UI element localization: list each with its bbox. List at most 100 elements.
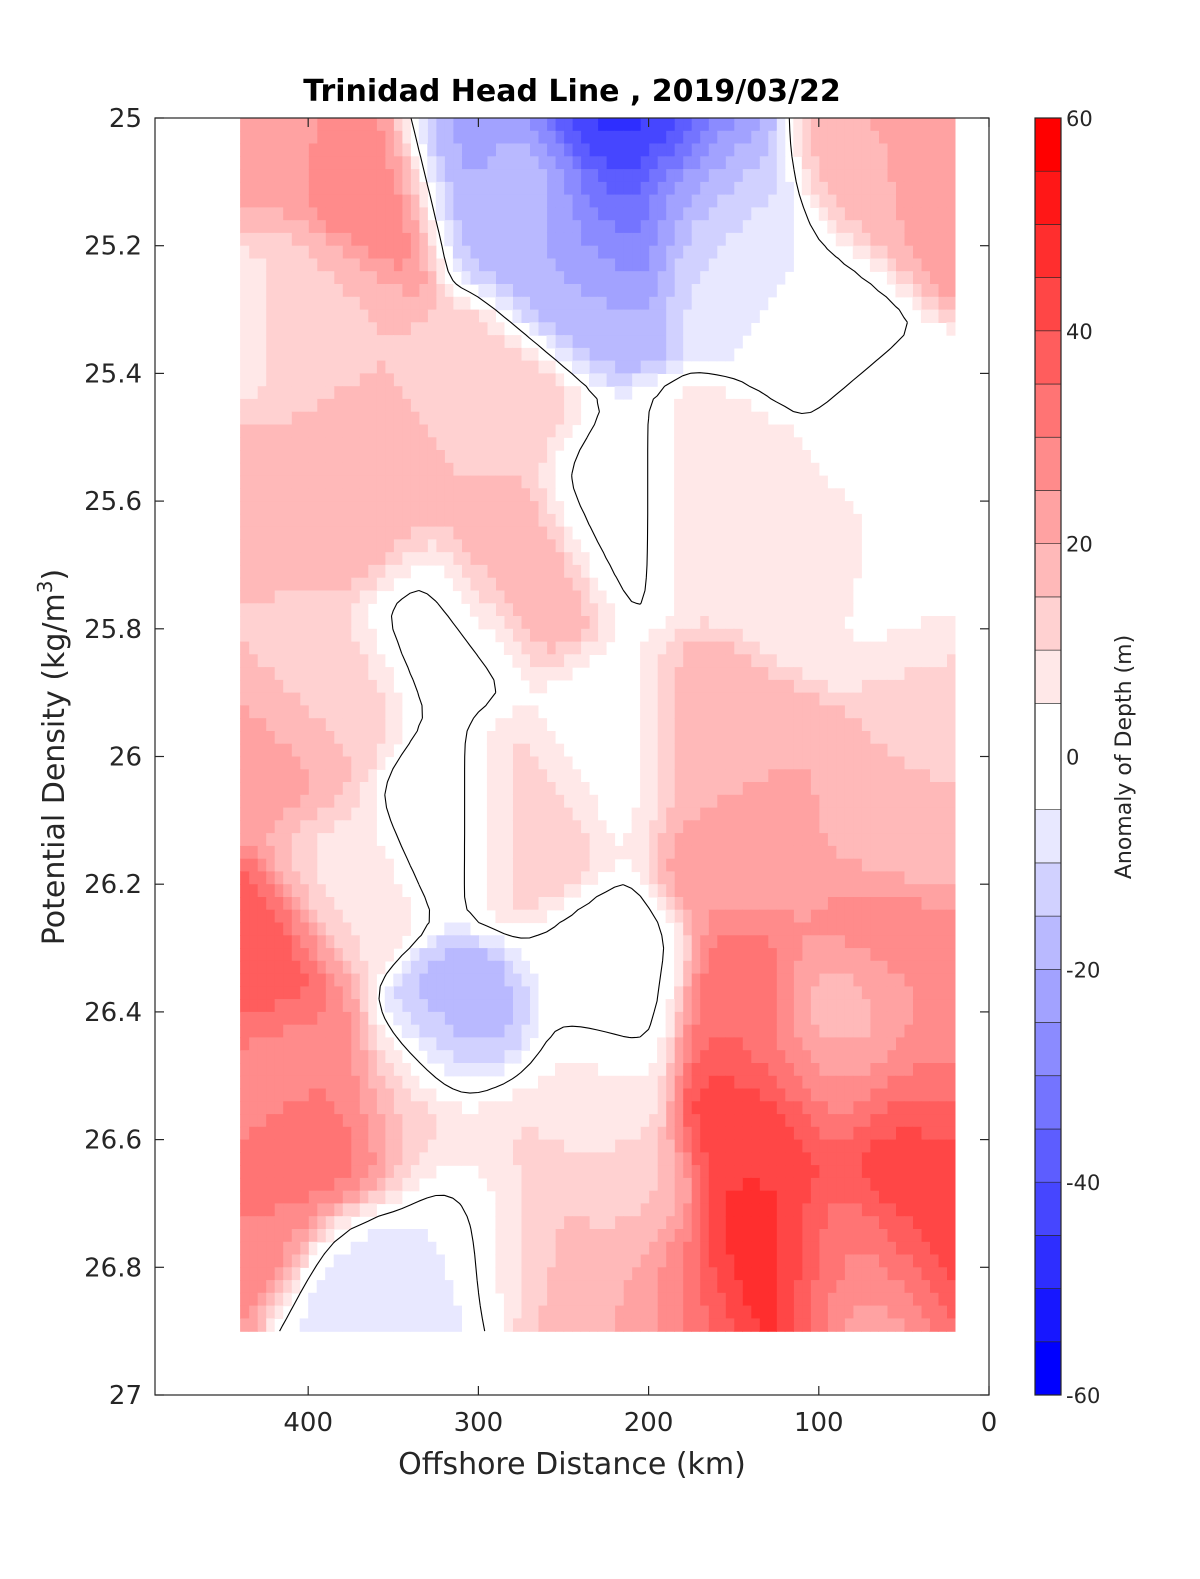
- contour-cell: [350, 1011, 360, 1026]
- contour-cell: [291, 667, 301, 681]
- contour-cell: [835, 884, 845, 898]
- contour-cell: [640, 833, 650, 847]
- contour-cell: [648, 820, 658, 834]
- contour-cell: [844, 220, 854, 234]
- contour-cell: [546, 450, 556, 464]
- contour-cell: [555, 386, 565, 400]
- contour-cell: [427, 156, 437, 170]
- contour-cell: [333, 373, 343, 387]
- contour-cell: [546, 616, 556, 630]
- contour-cell: [452, 960, 462, 975]
- contour-cell: [308, 437, 318, 451]
- contour-cell: [257, 450, 267, 464]
- contour-cell: [563, 820, 573, 834]
- contour-cell: [759, 692, 769, 706]
- contour-cell: [257, 194, 267, 208]
- contour-cell: [844, 590, 854, 604]
- contour-cell: [580, 207, 590, 221]
- contour-cell: [486, 437, 496, 451]
- contour-cell: [291, 513, 301, 528]
- contour-cell: [631, 1075, 641, 1090]
- contour-cell: [827, 679, 837, 694]
- contour-cell: [946, 705, 956, 719]
- contour-cell: [333, 1075, 343, 1090]
- contour-cell: [359, 731, 369, 745]
- contour-cell: [886, 820, 896, 834]
- contour-cell: [274, 884, 284, 898]
- contour-cell: [852, 769, 862, 783]
- contour-cell: [495, 284, 505, 298]
- contour-cell: [435, 398, 445, 413]
- contour-cell: [827, 628, 837, 643]
- contour-cell: [546, 271, 556, 285]
- contour-cell: [810, 552, 820, 566]
- contour-cell: [920, 986, 930, 1000]
- contour-cell: [682, 194, 692, 208]
- contour-cell: [742, 322, 752, 336]
- contour-cell: [546, 756, 556, 770]
- contour-cell: [546, 526, 556, 540]
- contour-cell: [708, 169, 718, 183]
- contour-cell: [759, 488, 769, 502]
- contour-cell: [835, 922, 845, 936]
- contour-cell: [282, 897, 292, 911]
- contour-cell: [350, 884, 360, 898]
- contour-cell: [282, 1063, 292, 1077]
- contour-cell: [486, 322, 496, 336]
- contour-cell: [572, 603, 582, 617]
- contour-cell: [929, 118, 939, 132]
- contour-cell: [946, 1088, 956, 1102]
- contour-cell: [282, 616, 292, 630]
- contour-cell: [716, 1050, 726, 1064]
- contour-cell: [665, 731, 675, 745]
- contour-cell: [742, 220, 752, 234]
- contour-cell: [759, 220, 769, 234]
- contour-cell: [572, 590, 582, 604]
- contour-cell: [674, 948, 684, 962]
- contour-cell: [563, 322, 573, 336]
- contour-cell: [308, 1037, 318, 1051]
- contour-cell: [801, 156, 811, 170]
- contour-cell: [486, 973, 496, 987]
- contour-cell: [546, 220, 556, 234]
- contour-cell: [742, 232, 752, 247]
- contour-cell: [486, 169, 496, 183]
- contour-cell: [461, 539, 471, 553]
- contour-cell: [606, 232, 616, 247]
- contour-cell: [401, 258, 411, 272]
- contour-cell: [657, 731, 667, 745]
- contour-cell: [801, 475, 811, 489]
- contour-cell: [597, 296, 607, 311]
- contour-cell: [844, 1075, 854, 1090]
- contour-cell: [299, 641, 309, 655]
- contour-cell: [282, 501, 292, 515]
- contour-cell: [486, 194, 496, 208]
- contour-cell: [801, 118, 811, 132]
- contour-cell: [674, 909, 684, 924]
- contour-cell: [818, 705, 828, 719]
- contour-cell: [257, 347, 267, 362]
- contour-cell: [623, 118, 633, 132]
- contour-cell: [248, 909, 258, 924]
- contour-cell: [648, 143, 658, 157]
- contour-cell: [291, 539, 301, 553]
- contour-cell: [631, 322, 641, 336]
- contour-cell: [801, 743, 811, 758]
- contour-cell: [555, 347, 565, 362]
- contour-cell: [495, 1063, 505, 1077]
- contour-cell: [325, 322, 335, 336]
- contour-cell: [410, 411, 420, 426]
- contour-cell: [359, 539, 369, 553]
- contour-cell: [257, 462, 267, 477]
- contour-cell: [478, 1024, 488, 1039]
- contour-cell: [793, 1101, 803, 1115]
- contour-cell: [529, 654, 539, 668]
- contour-cell: [750, 309, 760, 323]
- contour-cell: [563, 641, 573, 655]
- contour-cell: [384, 948, 394, 962]
- contour-cell: [750, 207, 760, 221]
- contour-cell: [520, 513, 530, 528]
- contour-cell: [393, 424, 403, 438]
- contour-cell: [733, 705, 743, 719]
- contour-cell: [920, 296, 930, 311]
